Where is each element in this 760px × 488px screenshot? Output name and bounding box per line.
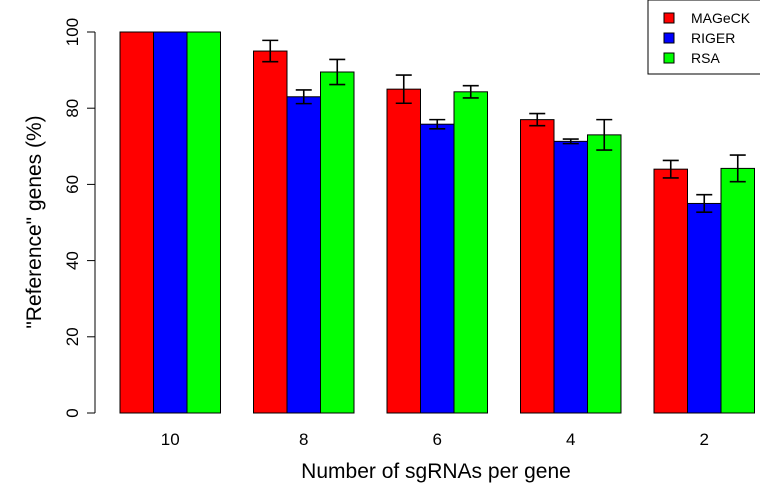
y-tick-label: 100: [63, 18, 82, 46]
bar-rsa-4: [587, 134, 622, 414]
bar-mageck-10: [119, 31, 154, 414]
bar-riger-10: [153, 31, 188, 414]
x-axis: 10 8 6 4 2: [161, 430, 709, 449]
bar-riger-2: [687, 202, 722, 414]
y-axis-label: "Reference" genes (%): [23, 115, 46, 328]
error-bar-rsa-4: [596, 118, 613, 151]
y-tick-label: 40: [63, 251, 82, 270]
x-tick-label: 10: [161, 430, 180, 449]
legend-label: RIGER: [691, 30, 735, 46]
legend-swatch: [663, 12, 675, 24]
error-bar-mageck-6: [395, 74, 412, 105]
legend-swatch: [663, 52, 675, 64]
bar-rsa-2: [720, 167, 755, 414]
bar-rsa-8: [320, 71, 355, 414]
legend-label: RSA: [691, 50, 720, 66]
legend: MAGeCK RIGER RSA: [647, 0, 760, 75]
bar-mageck-8: [253, 50, 288, 414]
error-bar-rsa-2: [729, 154, 746, 183]
error-bar-mageck-2: [662, 159, 679, 179]
y-tick-label: 80: [63, 99, 82, 118]
error-bar-riger-2: [696, 193, 713, 214]
x-tick-label: 2: [700, 430, 709, 449]
error-bar-riger-4: [562, 138, 579, 145]
legend-label: MAGeCK: [691, 10, 751, 26]
y-axis: 0 20 40 60 80 100: [63, 18, 96, 418]
legend-item-mageck: MAGeCK: [663, 10, 751, 26]
bar-rsa-10: [186, 31, 221, 414]
legend-item-riger: RIGER: [663, 30, 735, 46]
error-bars-layer: [262, 39, 746, 214]
x-tick-label: 8: [299, 430, 308, 449]
bar-mageck-2: [653, 168, 688, 414]
bar-mageck-4: [520, 119, 555, 414]
bar-rsa-6: [453, 91, 488, 414]
y-tick-label: 60: [63, 175, 82, 194]
x-axis-label: Number of sgRNAs per gene: [301, 460, 571, 483]
y-tick-label: 20: [63, 327, 82, 346]
error-bar-mageck-4: [529, 112, 546, 127]
x-tick-label: 4: [566, 430, 575, 449]
legend-swatch: [663, 32, 675, 44]
error-bar-riger-6: [429, 118, 446, 130]
bar-mageck-6: [386, 88, 421, 414]
legend-item-rsa: RSA: [663, 50, 720, 66]
error-bar-riger-8: [295, 89, 312, 105]
bar-riger-8: [286, 96, 321, 414]
error-bar-rsa-8: [329, 58, 346, 86]
x-tick-label: 6: [433, 430, 442, 449]
error-bar-mageck-8: [262, 39, 279, 63]
bars-layer: [119, 31, 755, 414]
error-bar-rsa-6: [462, 84, 479, 99]
y-tick-label: 0: [63, 408, 82, 417]
bar-riger-4: [553, 140, 588, 414]
bar-riger-6: [420, 123, 455, 414]
